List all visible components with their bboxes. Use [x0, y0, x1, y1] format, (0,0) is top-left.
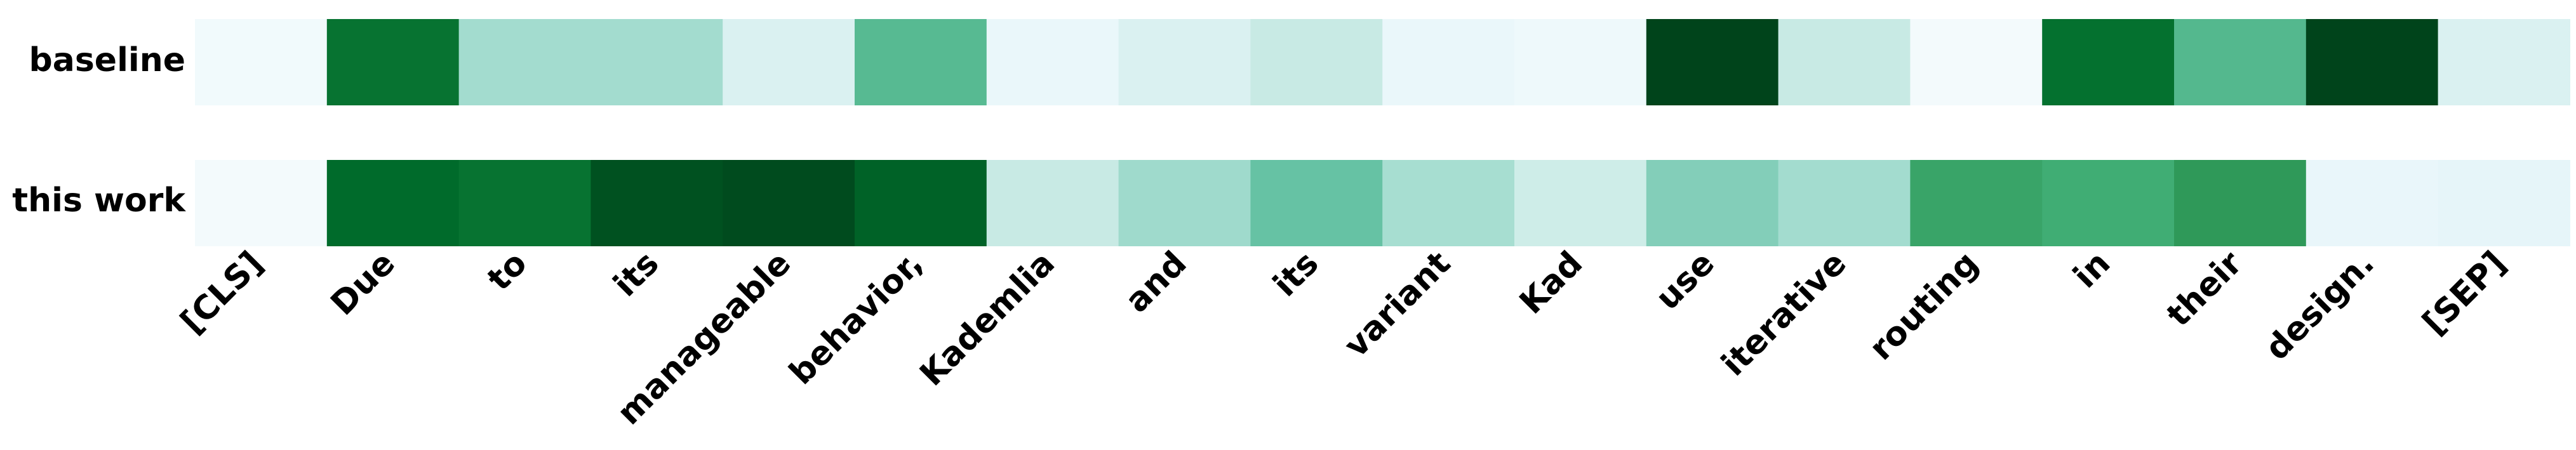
heatmap-cell-r0-c2	[458, 19, 591, 105]
heatmap-cell-r1-c11	[1646, 160, 1779, 246]
heatmap-cell-r1-c3	[591, 160, 723, 246]
token-tick-label-13: routing	[1862, 244, 1986, 368]
heatmap-cell-r0-c7	[1118, 19, 1251, 105]
heatmap-cells	[195, 19, 2570, 246]
heatmap-cell-r0-c15	[2174, 19, 2307, 105]
heatmap-cell-r1-c14	[2042, 160, 2175, 246]
heatmap-cell-r0-c12	[1778, 19, 1911, 105]
token-tick-label-1: Due	[324, 244, 403, 323]
token-tick-label-8: its	[1266, 244, 1326, 304]
token-tick-labels: [CLS] Due to itsmanageablebehavior,Kademlia…	[173, 244, 2514, 433]
token-tick-label-7: and	[1118, 244, 1194, 321]
heatmap-cell-r1-c9	[1382, 160, 1515, 246]
heatmap-cell-r0-c13	[1910, 19, 2043, 105]
token-tick-label-10: Kad	[1512, 244, 1590, 322]
heatmap-cell-r1-c7	[1118, 160, 1251, 246]
heatmap-cell-r0-c6	[986, 19, 1119, 105]
token-tick-label-0: [CLS]	[173, 244, 270, 341]
token-tick-label-2: to	[480, 244, 534, 298]
heatmap-cell-r1-c15	[2174, 160, 2307, 246]
heatmap-cell-r0-c11	[1646, 19, 1779, 105]
row-label-baseline: baseline	[29, 41, 185, 79]
token-tick-label-17: [SEP]	[2415, 244, 2514, 343]
token-tick-label-9: variant	[1337, 244, 1458, 366]
heatmap-cell-r1-c4	[723, 160, 855, 246]
heatmap-cell-r0-c17	[2438, 19, 2570, 105]
heatmap-cell-r0-c10	[1514, 19, 1647, 105]
heatmap-cell-r1-c16	[2306, 160, 2439, 246]
token-tick-label-12: iterative	[1714, 244, 1854, 384]
heatmap-cell-r1-c17	[2438, 160, 2570, 246]
heatmap-cell-r0-c8	[1250, 19, 1383, 105]
token-tick-label-14: in	[2066, 244, 2118, 296]
heatmap-cell-r1-c1	[326, 160, 460, 246]
heatmap-cell-r0-c3	[591, 19, 723, 105]
heatmap-cell-r1-c13	[1910, 160, 2043, 246]
token-tick-label-16: design.	[2258, 244, 2382, 368]
heatmap-cell-r0-c1	[326, 19, 460, 105]
token-tick-label-15: their	[2159, 244, 2250, 334]
heatmap-cell-r1-c5	[855, 160, 987, 246]
token-tick-label-3: its	[606, 244, 666, 304]
heatmap-cell-r1-c10	[1514, 160, 1647, 246]
token-tick-label-11: use	[1648, 244, 1721, 317]
heatmap-cell-r0-c4	[723, 19, 855, 105]
heatmap-cell-r1-c0	[195, 160, 328, 246]
heatmap-cell-r0-c0	[195, 19, 328, 105]
token-tick-label-6: Kademlia	[913, 244, 1062, 394]
heatmap-cell-r1-c12	[1778, 160, 1911, 246]
heatmap-cell-r0-c5	[855, 19, 987, 105]
heatmap-cell-r0-c14	[2042, 19, 2175, 105]
heatmap-cell-r0-c16	[2306, 19, 2439, 105]
token-tick-label-5: behavior,	[782, 244, 930, 392]
heatmap-cell-r1-c6	[986, 160, 1119, 246]
row-label-this-work: this work	[12, 182, 186, 220]
heatmap-cell-r0-c9	[1382, 19, 1515, 105]
heatmap-cell-r1-c2	[458, 160, 591, 246]
heatmap-cell-r1-c8	[1250, 160, 1383, 246]
